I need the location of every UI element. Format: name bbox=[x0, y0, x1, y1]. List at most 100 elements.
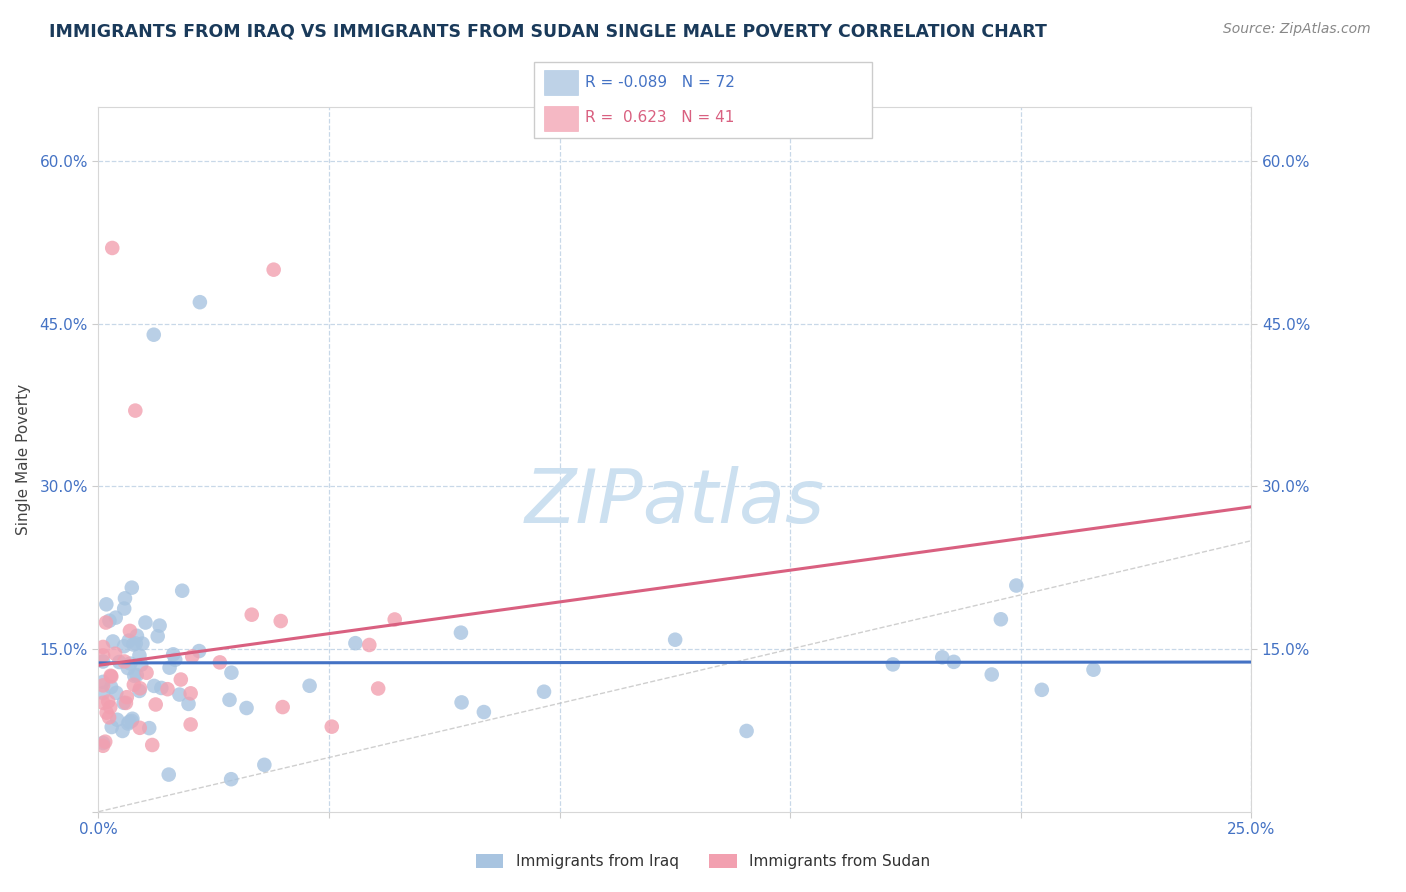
Point bbox=[271, 700, 294, 714]
Point bbox=[114, 591, 136, 606]
Point bbox=[91, 678, 114, 692]
Point bbox=[117, 716, 139, 731]
Text: R = -0.089   N = 72: R = -0.089 N = 72 bbox=[585, 75, 735, 90]
FancyBboxPatch shape bbox=[544, 70, 578, 95]
Point bbox=[124, 669, 146, 683]
Point bbox=[135, 665, 157, 680]
Point bbox=[143, 679, 166, 693]
Point bbox=[533, 684, 555, 698]
Point bbox=[990, 612, 1012, 626]
Point bbox=[169, 688, 191, 702]
Point bbox=[1083, 663, 1105, 677]
Point bbox=[1005, 578, 1028, 592]
Point bbox=[121, 581, 143, 595]
Point bbox=[221, 665, 243, 680]
Point bbox=[188, 644, 211, 658]
Point bbox=[91, 696, 114, 710]
Point bbox=[344, 636, 367, 650]
Point bbox=[112, 601, 135, 615]
FancyBboxPatch shape bbox=[534, 62, 872, 138]
Point bbox=[122, 678, 145, 692]
Point bbox=[100, 720, 122, 734]
Point bbox=[263, 262, 285, 277]
Point bbox=[117, 661, 139, 675]
Point bbox=[98, 710, 121, 724]
Point bbox=[142, 327, 165, 342]
Point bbox=[188, 295, 211, 310]
Point bbox=[125, 668, 148, 682]
Point bbox=[105, 686, 128, 700]
Text: R =  0.623   N = 41: R = 0.623 N = 41 bbox=[585, 110, 734, 125]
Point bbox=[94, 734, 117, 748]
Point bbox=[118, 714, 141, 729]
Point bbox=[1031, 682, 1053, 697]
Point bbox=[181, 649, 204, 664]
Point bbox=[165, 653, 187, 667]
Point bbox=[218, 693, 240, 707]
Point bbox=[129, 681, 152, 696]
Point bbox=[159, 661, 181, 675]
Point bbox=[91, 736, 114, 750]
Point bbox=[141, 738, 163, 752]
Point bbox=[170, 673, 193, 687]
Point bbox=[177, 697, 200, 711]
Point bbox=[122, 638, 145, 652]
Point bbox=[942, 655, 965, 669]
Point bbox=[91, 648, 114, 663]
Point bbox=[105, 713, 128, 727]
Point bbox=[384, 612, 406, 626]
Point bbox=[253, 757, 276, 772]
Point bbox=[128, 684, 150, 698]
Point bbox=[125, 636, 148, 650]
Point bbox=[112, 640, 135, 654]
Point bbox=[111, 723, 134, 738]
Point bbox=[240, 607, 263, 622]
Point bbox=[931, 650, 953, 665]
Point bbox=[118, 624, 141, 638]
Point bbox=[321, 720, 343, 734]
Point bbox=[149, 618, 172, 632]
Point bbox=[270, 614, 292, 628]
Point bbox=[91, 640, 114, 654]
Point bbox=[115, 690, 138, 705]
Point bbox=[146, 629, 169, 643]
Point bbox=[120, 657, 142, 671]
Text: IMMIGRANTS FROM IRAQ VS IMMIGRANTS FROM SUDAN SINGLE MALE POVERTY CORRELATION CH: IMMIGRANTS FROM IRAQ VS IMMIGRANTS FROM … bbox=[49, 22, 1047, 40]
Point bbox=[882, 657, 904, 672]
Point bbox=[112, 696, 135, 710]
Point bbox=[735, 723, 758, 738]
Point bbox=[180, 717, 202, 731]
Point bbox=[94, 615, 117, 630]
Point bbox=[180, 686, 202, 700]
Text: Source: ZipAtlas.com: Source: ZipAtlas.com bbox=[1223, 22, 1371, 37]
Point bbox=[359, 638, 381, 652]
Text: ZIPatlas: ZIPatlas bbox=[524, 466, 825, 538]
Point bbox=[91, 655, 114, 669]
Point bbox=[156, 682, 179, 697]
Point bbox=[450, 695, 472, 709]
Point bbox=[96, 598, 118, 612]
Point bbox=[115, 696, 138, 710]
Point bbox=[97, 694, 120, 708]
Point bbox=[298, 679, 321, 693]
Point bbox=[472, 705, 495, 719]
Point bbox=[91, 739, 114, 753]
Point bbox=[118, 633, 141, 648]
Point bbox=[980, 667, 1002, 681]
Point bbox=[124, 403, 146, 417]
Point bbox=[108, 655, 131, 669]
Point bbox=[121, 712, 143, 726]
Point bbox=[157, 767, 180, 781]
Point bbox=[367, 681, 389, 696]
Point bbox=[208, 656, 231, 670]
Point bbox=[129, 657, 152, 672]
Point bbox=[450, 625, 472, 640]
Point bbox=[134, 615, 156, 630]
Point bbox=[98, 614, 121, 628]
Point bbox=[112, 655, 135, 669]
Point bbox=[101, 241, 124, 255]
Y-axis label: Single Male Poverty: Single Male Poverty bbox=[17, 384, 31, 535]
Point bbox=[131, 637, 153, 651]
Point bbox=[150, 681, 173, 695]
Point bbox=[664, 632, 686, 647]
